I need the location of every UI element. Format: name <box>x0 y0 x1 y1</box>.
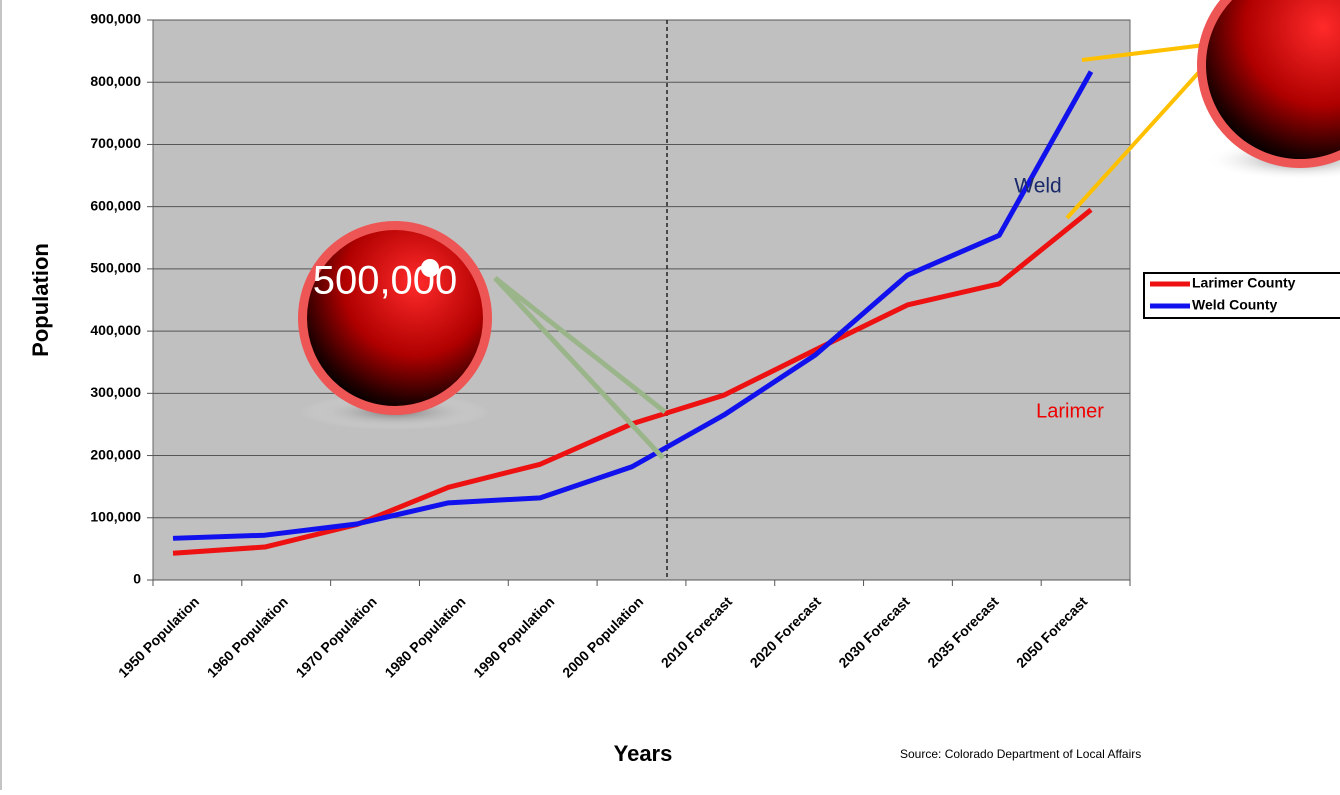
legend-box <box>1143 272 1340 319</box>
x-tick-label: 1990 Population <box>470 593 557 680</box>
y-tick-label: 400,000 <box>90 322 141 338</box>
x-tick-label: 2020 Forecast <box>747 593 825 671</box>
connector <box>493 276 667 414</box>
legend-label: Weld County <box>1192 297 1278 313</box>
connector <box>1065 58 1212 220</box>
x-tick-label: 1950 Population <box>115 593 202 680</box>
y-tick-label: 0 <box>133 571 141 587</box>
x-axis-title: Years <box>614 741 673 766</box>
connector <box>493 276 665 460</box>
x-tick-label: 1960 Population <box>204 593 291 680</box>
y-tick-label: 100,000 <box>90 508 141 524</box>
y-axis-title: Population <box>28 243 53 357</box>
legend: Larimer County Weld County <box>1143 272 1340 319</box>
y-tick-label: 500,000 <box>90 260 141 276</box>
y-tick-label: 900,000 <box>90 11 141 27</box>
bubble-label: 500,000 <box>313 259 458 303</box>
connector <box>1081 43 1206 62</box>
y-tick-label: 200,000 <box>90 446 141 462</box>
x-tick-label: 2030 Forecast <box>835 593 913 671</box>
annotation: Weld <box>1014 175 1061 198</box>
plot-area: 0 100,000 200,000 300,000 400,000 500,000 600,… <box>90 11 1131 681</box>
source: Source: Colorado Department of Local Aff… <box>900 747 1141 761</box>
x-tick-label: 2000 Population <box>559 593 646 680</box>
x-tick-label: 2050 Forecast <box>1013 593 1091 671</box>
bubble <box>307 230 483 406</box>
y-tick-label: 600,000 <box>90 197 141 213</box>
y-tick-label: 700,000 <box>90 135 141 151</box>
annotation: Larimer <box>1036 400 1104 422</box>
x-tick-label: 2010 Forecast <box>658 593 736 671</box>
bubble-highlight <box>421 259 439 277</box>
x-tick-label: 1980 Population <box>381 593 468 680</box>
bubble <box>1206 0 1340 159</box>
y-tick-label: 300,000 <box>90 384 141 400</box>
y-tick-label: 800,000 <box>90 73 141 89</box>
legend-label: Larimer County <box>1192 275 1296 291</box>
series-line <box>172 70 1094 541</box>
x-tick-label: 2035 Forecast <box>924 593 1002 671</box>
x-tick-label: 1970 Population <box>293 593 380 680</box>
plot-background <box>152 19 1131 581</box>
